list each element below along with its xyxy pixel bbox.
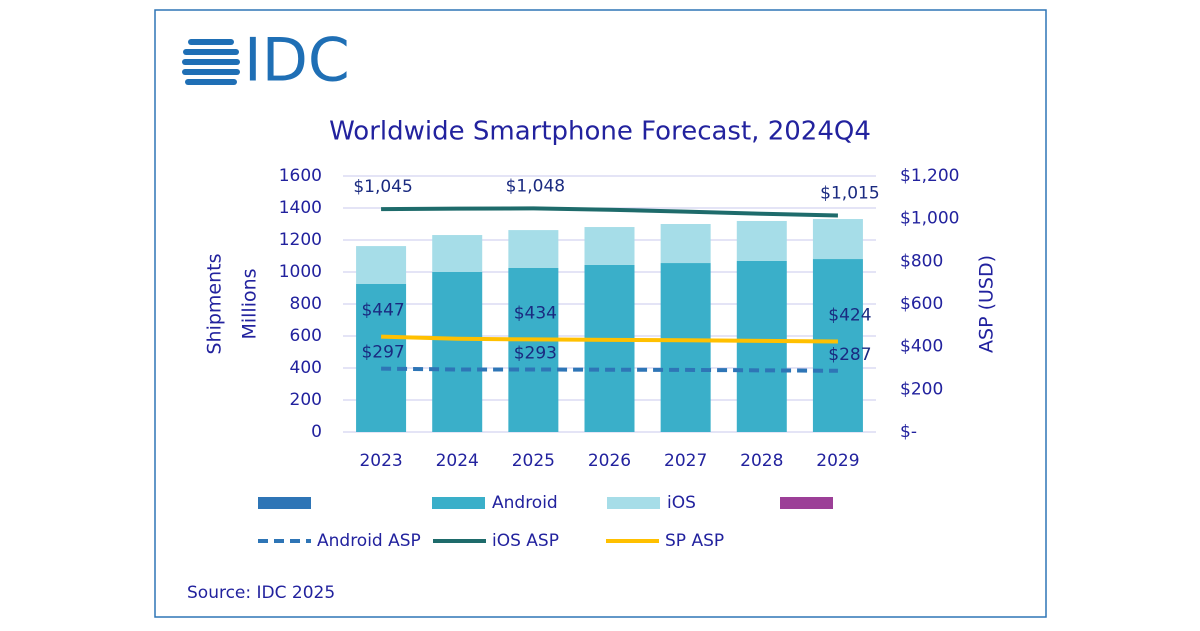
data-label: $1,045 bbox=[353, 177, 412, 197]
legend-label: iOS bbox=[667, 493, 696, 513]
x-tick-label: 2029 bbox=[816, 451, 859, 471]
y-axis-title: Shipments bbox=[204, 253, 226, 354]
legend-swatch bbox=[432, 497, 485, 509]
legend-swatch bbox=[607, 497, 660, 509]
y2-tick-label: $1,200 bbox=[900, 166, 959, 186]
data-label: $424 bbox=[828, 306, 871, 326]
data-label: $1,048 bbox=[506, 176, 565, 196]
bar bbox=[432, 235, 483, 272]
logo-mark bbox=[182, 39, 240, 85]
legend-label: Android ASP bbox=[317, 531, 421, 551]
data-label: $293 bbox=[514, 343, 557, 363]
bar bbox=[356, 246, 407, 284]
legend-label: Android bbox=[492, 493, 558, 513]
y-tick-label: 400 bbox=[290, 358, 322, 378]
y-tick-label: 800 bbox=[290, 294, 322, 314]
bar bbox=[660, 263, 711, 432]
y2-tick-label: $1,000 bbox=[900, 209, 959, 229]
bar bbox=[356, 284, 407, 432]
bar bbox=[508, 268, 559, 432]
bar bbox=[508, 230, 559, 268]
bar bbox=[736, 220, 787, 261]
y-tick-label: 0 bbox=[311, 422, 322, 442]
bar bbox=[584, 227, 635, 265]
line bbox=[381, 206, 838, 218]
x-tick-label: 2024 bbox=[436, 451, 479, 471]
data-label: $287 bbox=[828, 345, 871, 365]
y2-axis-title: ASP (USD) bbox=[976, 255, 998, 353]
y2-tick-label: $800 bbox=[900, 251, 943, 271]
x-tick-label: 2027 bbox=[664, 451, 707, 471]
bar bbox=[812, 219, 863, 260]
line bbox=[381, 366, 838, 373]
chart-title: Worldwide Smartphone Forecast, 2024Q4 bbox=[329, 117, 871, 147]
y-tick-label: 600 bbox=[290, 326, 322, 346]
y-tick-label: 200 bbox=[290, 390, 322, 410]
data-label: $447 bbox=[361, 301, 404, 321]
data-label: $297 bbox=[361, 343, 404, 363]
x-tick-label: 2023 bbox=[359, 451, 402, 471]
legend-swatch bbox=[780, 497, 833, 509]
data-label: $434 bbox=[514, 303, 557, 323]
y-tick-label: 1200 bbox=[279, 230, 322, 250]
bar bbox=[736, 260, 787, 432]
legend-swatch bbox=[258, 497, 311, 509]
y2-tick-label: $- bbox=[900, 422, 917, 442]
y2-tick-label: $200 bbox=[900, 379, 943, 399]
x-tick-label: 2028 bbox=[740, 451, 783, 471]
bar bbox=[812, 259, 863, 432]
bar bbox=[584, 264, 635, 432]
y2-tick-label: $400 bbox=[900, 337, 943, 357]
legend-label: iOS ASP bbox=[492, 531, 559, 551]
data-label: $1,015 bbox=[820, 183, 879, 203]
logo: IDC bbox=[244, 26, 350, 96]
x-tick-label: 2026 bbox=[588, 451, 631, 471]
bar bbox=[432, 272, 483, 432]
x-tick-label: 2025 bbox=[512, 451, 555, 471]
legend-label: SP ASP bbox=[665, 531, 724, 551]
source: Source: IDC 2025 bbox=[187, 583, 335, 603]
y-tick-label: 1400 bbox=[279, 198, 322, 218]
y-axis-title: Millions bbox=[239, 268, 261, 339]
y2-tick-label: $600 bbox=[900, 294, 943, 314]
bar bbox=[660, 224, 711, 264]
y-tick-label: 1600 bbox=[279, 166, 322, 186]
y-tick-label: 1000 bbox=[279, 262, 322, 282]
line bbox=[381, 334, 838, 344]
